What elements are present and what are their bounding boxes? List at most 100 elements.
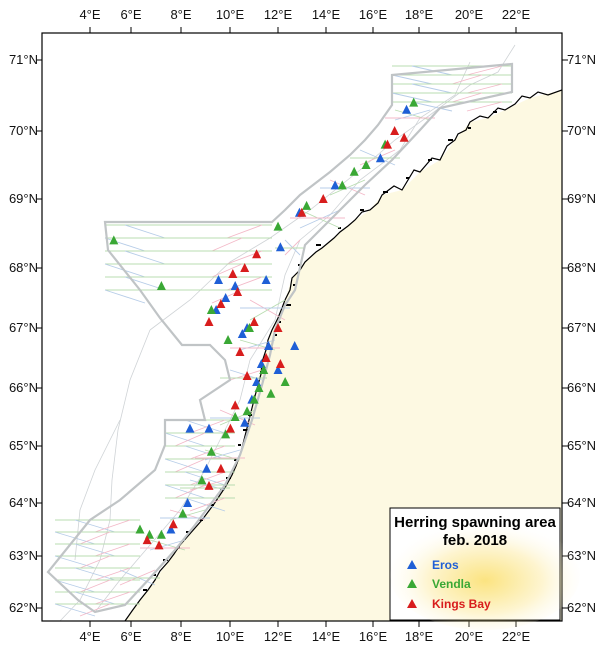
transect-line	[451, 92, 483, 103]
transect-line	[184, 471, 226, 486]
island	[286, 304, 291, 306]
kingsbay-station-marker	[261, 353, 271, 362]
transect-line	[466, 65, 503, 76]
island	[186, 531, 189, 533]
legend-vendla-label: Vendla	[432, 577, 471, 591]
lon-label-20E: 20°E	[455, 7, 484, 22]
transect-line	[284, 239, 301, 256]
transect-line	[94, 543, 131, 557]
legend: Herring spawning area feb. 2018 Eros Ven…	[389, 507, 580, 630]
kingsbay-station-marker	[168, 519, 178, 529]
lon-label-16E: 16°E	[359, 7, 388, 22]
lon-label-bottom-6E: 6°E	[120, 629, 141, 644]
kingsbay-station-marker	[242, 371, 252, 380]
transect-line	[54, 579, 96, 593]
transect-line	[94, 567, 131, 581]
transect-line	[124, 250, 166, 265]
transect-line	[164, 458, 206, 473]
vendla-station-marker	[109, 235, 119, 245]
lon-label-bottom-12E: 12°E	[264, 629, 293, 644]
lon-label-bottom-10E: 10°E	[216, 629, 245, 644]
kingsbay-station-marker	[204, 317, 214, 326]
lat-label-right-65N: 65°N	[567, 438, 596, 453]
eros-station-marker	[221, 293, 231, 302]
eros-station-marker	[166, 524, 176, 534]
transect-line	[299, 209, 341, 229]
lat-label-right-70N: 70°N	[567, 123, 596, 138]
lat-label-71N: 71°N	[9, 52, 38, 67]
transect-line	[391, 92, 433, 103]
eros-stations	[166, 104, 412, 534]
transect-line	[94, 591, 131, 605]
transect-line	[411, 83, 453, 94]
transect-line	[74, 567, 116, 581]
legend-title: Herring spawning area	[394, 514, 556, 531]
island	[238, 444, 241, 446]
vendla-station-marker	[135, 524, 145, 534]
lon-label-4E: 4°E	[79, 7, 100, 22]
vendla-station-marker	[206, 305, 216, 314]
lat-label-right-66N: 66°N	[567, 380, 596, 395]
transect-line	[119, 569, 156, 586]
vendla-station-marker	[361, 160, 371, 169]
legend-eros-label: Eros	[432, 558, 459, 572]
vendla-station-marker	[221, 429, 231, 439]
kingsbay-station-marker	[252, 249, 262, 259]
transect-line	[164, 432, 206, 447]
kingsbay-station-marker	[235, 347, 245, 356]
transect-line	[466, 101, 503, 112]
island	[428, 159, 432, 161]
eros-station-marker	[264, 341, 273, 350]
eros-station-marker	[275, 242, 285, 252]
vendla-station-marker	[259, 365, 269, 374]
island	[243, 429, 248, 431]
vendla-station-marker	[273, 221, 283, 231]
eros-station-marker	[202, 463, 212, 473]
island	[493, 111, 497, 113]
lat-label-right-68N: 68°N	[567, 260, 596, 275]
vendla-station-marker	[156, 281, 166, 290]
lon-label-bottom-8E: 8°E	[170, 629, 191, 644]
lat-labels-right: 71°N 70°N 69°N 68°N 67°N 66°N 65°N 64°N …	[567, 52, 596, 615]
lat-label-67N: 67°N	[9, 320, 38, 335]
lon-label-22E: 22°E	[502, 7, 531, 22]
transect-line	[189, 497, 226, 512]
vendla-station-marker	[409, 97, 419, 107]
lat-label-right-64N: 64°N	[567, 495, 596, 510]
eros-station-marker	[273, 365, 283, 374]
vendla-station-marker	[242, 406, 252, 416]
eros-station-marker	[330, 180, 340, 190]
coastline	[124, 89, 562, 621]
legend-kingsbay-label: Kings Bay	[432, 597, 491, 611]
vendla-station-marker	[244, 323, 254, 332]
island	[210, 504, 214, 506]
map-frame-border	[41, 32, 563, 622]
transect-line	[54, 555, 96, 569]
vendla-station-marker	[266, 388, 276, 398]
lon-label-14E: 14°E	[312, 7, 341, 22]
legend-vendla-marker	[407, 579, 417, 588]
transect-line	[184, 419, 226, 434]
transect-line	[74, 591, 116, 605]
transect-line	[79, 531, 111, 545]
legend-glow	[390, 520, 580, 630]
transect-line	[391, 74, 433, 85]
legend-eros-marker	[407, 560, 417, 569]
transect-line	[104, 289, 146, 304]
transect-line	[249, 299, 286, 321]
kingsbay-station-marker	[275, 359, 285, 368]
lat-label-65N: 65°N	[9, 438, 38, 453]
vendla-station-marker	[156, 529, 166, 539]
transect-line	[79, 603, 111, 617]
lat-label-62N: 62°N	[9, 600, 38, 615]
kingsbay-station-marker	[142, 535, 152, 545]
eros-station-marker	[185, 423, 195, 433]
island	[360, 209, 364, 211]
lon-label-bottom-4E: 4°E	[79, 629, 100, 644]
transect-line	[174, 432, 206, 447]
legend-kingsbay-marker	[407, 599, 417, 608]
kingsbay-station-marker	[399, 132, 409, 142]
transect-line	[329, 179, 366, 196]
vendla-station-marker	[223, 335, 233, 344]
lat-label-right-71N: 71°N	[567, 52, 596, 67]
